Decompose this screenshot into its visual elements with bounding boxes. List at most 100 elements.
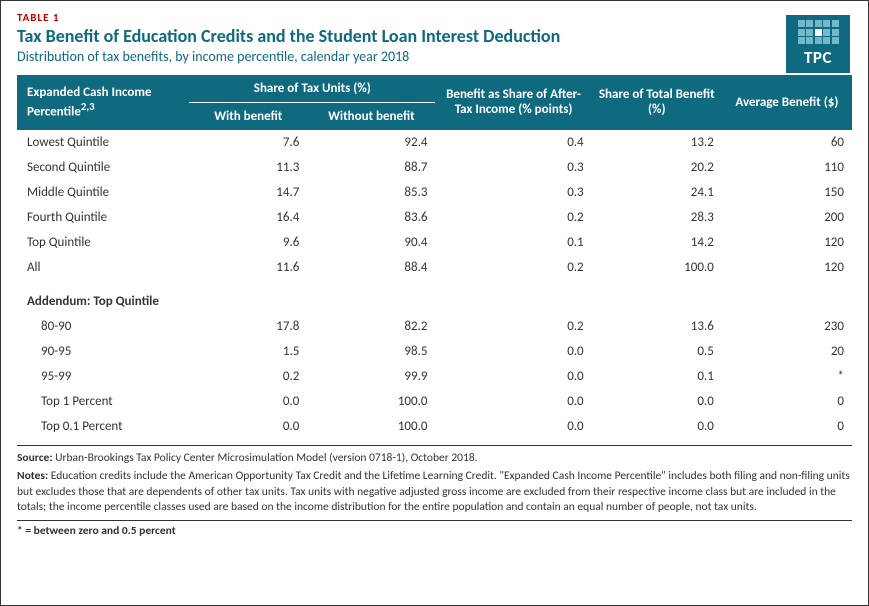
data-cell: 0.3 (435, 180, 591, 205)
data-cell: 0.0 (435, 339, 591, 364)
row-label-cell: Lowest Quintile (17, 130, 189, 155)
row-label-cell: Second Quintile (17, 155, 189, 180)
data-cell: 20.2 (592, 155, 722, 180)
table-row: Top 0.1 Percent0.0100.00.00.00 (17, 414, 852, 439)
data-cell: 83.6 (307, 205, 435, 230)
row-label-cell: Top 0.1 Percent (17, 414, 189, 439)
data-cell: 0 (722, 414, 852, 439)
data-cell: 230 (722, 314, 852, 339)
data-cell: 0.0 (592, 414, 722, 439)
data-cell: 120 (722, 230, 852, 255)
data-cell: 0.2 (435, 314, 591, 339)
col-header-avg-benefit: Average Benefit ($) (722, 75, 852, 130)
row-label-cell: Top 1 Percent (17, 389, 189, 414)
row-label-cell: All (17, 255, 189, 280)
benefits-table: Expanded Cash Income Percentile2,3 Share… (17, 75, 852, 439)
data-cell: 99.9 (307, 364, 435, 389)
source-label: Source: (17, 451, 53, 465)
data-cell: 0.2 (435, 205, 591, 230)
notes-text: Education credits include the American O… (17, 469, 850, 514)
data-cell: 0.0 (592, 389, 722, 414)
data-cell: 0.1 (435, 230, 591, 255)
asterisk-note: * = between zero and 0.5 percent (17, 520, 852, 540)
source-text: Urban-Brookings Tax Policy Center Micros… (53, 451, 478, 465)
data-cell: 110 (722, 155, 852, 180)
data-cell: 0.2 (189, 364, 307, 389)
col-header-benefit-share: Benefit as Share of After-Tax Income (% … (435, 75, 591, 130)
col-header-share-group: Share of Tax Units (%) (189, 75, 435, 103)
data-cell: * (722, 364, 852, 389)
row-label-cell: Fourth Quintile (17, 205, 189, 230)
logo-text: TPC (804, 47, 832, 68)
col-header-percentile: Expanded Cash Income Percentile2,3 (17, 75, 189, 130)
data-cell: 92.4 (307, 130, 435, 155)
data-cell: 16.4 (189, 205, 307, 230)
col-header-without-benefit: Without benefit (307, 102, 435, 130)
data-cell: 150 (722, 180, 852, 205)
col-header-with-benefit: With benefit (189, 102, 307, 130)
table-row: Top Quintile9.690.40.114.2120 (17, 230, 852, 255)
data-cell: 0.0 (435, 364, 591, 389)
addendum-label: Addendum: Top Quintile (17, 280, 852, 314)
data-cell: 28.3 (592, 205, 722, 230)
tpc-logo: TPC (786, 15, 850, 73)
data-cell: 100.0 (307, 389, 435, 414)
data-cell: 85.3 (307, 180, 435, 205)
data-cell: 0.0 (435, 414, 591, 439)
data-cell: 100.0 (592, 255, 722, 280)
data-cell: 7.6 (189, 130, 307, 155)
table-row: Second Quintile11.388.70.320.2110 (17, 155, 852, 180)
data-cell: 0.2 (435, 255, 591, 280)
data-cell: 14.2 (592, 230, 722, 255)
row-label-cell: Middle Quintile (17, 180, 189, 205)
data-cell: 17.8 (189, 314, 307, 339)
table-body: Lowest Quintile7.692.40.413.260Second Qu… (17, 130, 852, 439)
table-row: Top 1 Percent0.0100.00.00.00 (17, 389, 852, 414)
data-cell: 98.5 (307, 339, 435, 364)
data-cell: 0.5 (592, 339, 722, 364)
data-cell: 100.0 (307, 414, 435, 439)
data-cell: 9.6 (189, 230, 307, 255)
data-cell: 90.4 (307, 230, 435, 255)
col-header-total-benefit: Share of Total Benefit (%) (592, 75, 722, 130)
addendum-header-row: Addendum: Top Quintile (17, 280, 852, 314)
row-label-cell: 80-90 (17, 314, 189, 339)
row-label-cell: 90-95 (17, 339, 189, 364)
data-cell: 0.0 (189, 414, 307, 439)
data-cell: 88.4 (307, 255, 435, 280)
logo-grid-icon (798, 20, 839, 44)
notes-label: Notes: (17, 469, 48, 483)
data-cell: 200 (722, 205, 852, 230)
data-cell: 14.7 (189, 180, 307, 205)
col-header-percentile-super: 2,3 (81, 100, 95, 113)
row-label-cell: 95-99 (17, 364, 189, 389)
data-cell: 0.1 (592, 364, 722, 389)
table-row: 80-9017.882.20.213.6230 (17, 314, 852, 339)
table-row: Middle Quintile14.785.30.324.1150 (17, 180, 852, 205)
footer-notes: Source: Urban-Brookings Tax Policy Cente… (17, 445, 852, 540)
data-cell: 88.7 (307, 155, 435, 180)
page-subtitle: Distribution of tax benefits, by income … (17, 48, 852, 65)
data-cell: 13.2 (592, 130, 722, 155)
data-cell: 11.3 (189, 155, 307, 180)
data-cell: 1.5 (189, 339, 307, 364)
data-cell: 60 (722, 130, 852, 155)
page-title: Tax Benefit of Education Credits and the… (17, 26, 852, 47)
data-cell: 20 (722, 339, 852, 364)
table-row: 90-951.598.50.00.520 (17, 339, 852, 364)
table-row: Fourth Quintile16.483.60.228.3200 (17, 205, 852, 230)
row-label-cell: Top Quintile (17, 230, 189, 255)
data-cell: 0 (722, 389, 852, 414)
table-row: All11.688.40.2100.0120 (17, 255, 852, 280)
table-row: 95-990.299.90.00.1* (17, 364, 852, 389)
data-cell: 11.6 (189, 255, 307, 280)
data-cell: 0.0 (189, 389, 307, 414)
data-cell: 82.2 (307, 314, 435, 339)
data-cell: 120 (722, 255, 852, 280)
table-number-label: TABLE 1 (17, 11, 852, 24)
table-row: Lowest Quintile7.692.40.413.260 (17, 130, 852, 155)
data-cell: 0.4 (435, 130, 591, 155)
data-cell: 24.1 (592, 180, 722, 205)
data-cell: 0.3 (435, 155, 591, 180)
data-cell: 13.6 (592, 314, 722, 339)
